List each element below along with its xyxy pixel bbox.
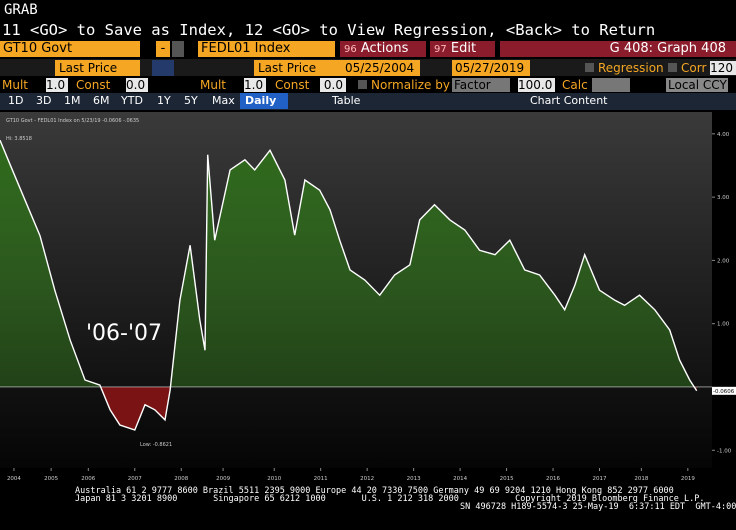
legend-text: GT10 Govt - FEDL01 Index on 5/23/19 -0.0… — [6, 118, 139, 124]
mult-field[interactable]: 1.0 — [244, 78, 266, 92]
x-tick-label: 2004 — [7, 476, 21, 482]
graph-label: G 408: Graph 408 — [500, 41, 736, 57]
operator-field[interactable]: - — [156, 41, 170, 57]
y-tick-label: -1.00 — [717, 448, 732, 454]
const-label: Const — [275, 78, 310, 92]
const-label: Const — [76, 78, 111, 92]
period-button[interactable]: 3D — [36, 94, 52, 107]
start-date[interactable]: 05/25/2004 — [342, 60, 420, 76]
chart: GT10 Govt - FEDL01 Index on 5/23/19 -0.0… — [0, 112, 736, 482]
x-tick-label: 2006 — [81, 476, 95, 482]
corr-label: Corr — [681, 61, 707, 75]
edit-menu[interactable]: 97 Edit — [430, 41, 495, 57]
table-button[interactable]: Table — [332, 94, 361, 107]
const-field[interactable]: 0.0 — [126, 78, 148, 92]
period-button[interactable]: Max — [212, 94, 235, 107]
frequency-button[interactable]: Daily — [240, 93, 288, 109]
period-button[interactable]: 5Y — [184, 94, 198, 107]
period-button[interactable]: 1D — [8, 94, 24, 107]
period-bar — [0, 93, 736, 110]
normalize-mode[interactable]: Factor — [452, 78, 510, 92]
checkbox[interactable] — [585, 63, 594, 72]
chart-content-button[interactable]: Chart Content — [530, 94, 608, 107]
regression-label: Regression — [598, 61, 664, 75]
x-tick-label: 2013 — [407, 476, 421, 482]
calc-field[interactable] — [592, 78, 630, 92]
series-line — [0, 139, 698, 431]
area-positive — [0, 140, 697, 387]
x-tick-label: 2018 — [634, 476, 648, 482]
y-tick-label: 1.00 — [717, 322, 730, 328]
footer-line: SN 496728 H189-5574-3 25-May-19 6:37:11 … — [460, 502, 736, 512]
footer-line: Japan 81 3 3201 8900 Singapore 65 6212 1… — [75, 494, 705, 504]
footer-line: Australia 61 2 9777 8600 Brazil 5511 239… — [75, 486, 674, 496]
actions-menu[interactable]: 96 Actions — [340, 41, 426, 57]
high-label: Hi: 3.8518 — [6, 136, 32, 142]
period-button[interactable]: 1Y — [157, 94, 171, 107]
period-button[interactable]: 6M — [93, 94, 110, 107]
x-tick-label: 2015 — [500, 476, 514, 482]
menu-code: 96 — [344, 44, 357, 55]
calc-label: Calc — [562, 78, 588, 92]
corr-window[interactable]: 120 — [710, 61, 736, 75]
x-tick-label: 2009 — [216, 476, 230, 482]
x-tick-label: 2005 — [44, 476, 58, 482]
mult-field[interactable]: 1.0 — [46, 78, 68, 92]
screen-title: GRAB — [4, 2, 38, 18]
menu-label: Actions — [360, 41, 409, 56]
command-line: 11 <GO> to Save as Index, 12 <GO> to Vie… — [2, 21, 656, 39]
const-field[interactable]: 0.0 — [320, 78, 346, 92]
security-field[interactable]: FEDL01 Index — [198, 41, 335, 57]
menu-label: Edit — [450, 41, 477, 56]
checkbox[interactable] — [668, 63, 677, 72]
currency-field[interactable]: Local CCY — [666, 78, 728, 92]
field-selector[interactable]: Last Price — [254, 60, 344, 76]
low-label: Low: -0.8621 — [140, 442, 172, 448]
y-tick-label: 3.00 — [717, 195, 730, 201]
area-negative — [100, 386, 697, 430]
x-tick-label: 2014 — [453, 476, 467, 482]
x-tick-label: 2010 — [267, 476, 281, 482]
security-field[interactable]: GT10 Govt — [0, 41, 140, 57]
mult-label: Mult — [2, 78, 28, 92]
y-tick-label: 4.00 — [717, 132, 730, 138]
field-selector[interactable]: Last Price — [55, 60, 140, 76]
menu-code: 97 — [434, 44, 447, 55]
x-tick-label: 2008 — [174, 476, 188, 482]
mult-label: Mult — [200, 78, 226, 92]
x-tick-label: 2012 — [360, 476, 374, 482]
period-button[interactable]: 1M — [64, 94, 81, 107]
swap-button[interactable] — [152, 60, 174, 76]
x-tick-label: 2019 — [681, 476, 695, 482]
last-value-label: -0.0606 — [713, 389, 735, 395]
last-value-box — [712, 386, 736, 395]
x-tick-label: 2007 — [128, 476, 142, 482]
annotation: '06-'07 — [86, 321, 162, 346]
x-tick-label: 2016 — [546, 476, 560, 482]
dropdown-arrow[interactable] — [172, 41, 184, 57]
end-date[interactable]: 05/27/2019 — [452, 60, 530, 76]
normalize-label: Normalize by — [371, 78, 450, 92]
x-tick-label: 2011 — [314, 476, 328, 482]
x-tick-label: 2017 — [593, 476, 607, 482]
checkbox[interactable] — [358, 80, 367, 89]
y-tick-label: 2.00 — [717, 258, 730, 264]
period-button[interactable]: YTD — [121, 94, 143, 107]
normalize-value[interactable]: 100.0 — [518, 78, 555, 92]
